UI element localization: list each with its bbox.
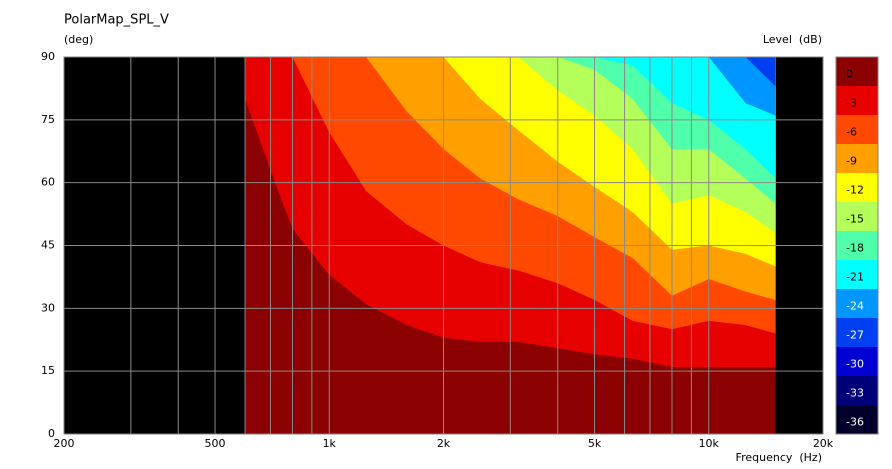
colorbar-swatch — [836, 231, 878, 260]
colorbar-tick-label: 0 — [846, 68, 853, 81]
colorbar-swatch — [836, 57, 878, 86]
x-tick-label: 20k — [813, 437, 834, 450]
colorbar-swatch — [836, 318, 878, 347]
chart-title: PolarMap_SPL_V — [64, 13, 169, 28]
colorbar-swatch — [836, 347, 878, 376]
x-tick-label: 1k — [323, 437, 337, 450]
colorbar-tick-label: -15 — [846, 213, 864, 226]
colorbar-tick-label: -21 — [846, 271, 864, 284]
x-tick-label: 5k — [588, 437, 602, 450]
colorbar-swatch — [836, 260, 878, 289]
colorbar-swatch — [836, 86, 878, 115]
colorbar-tick-label: -27 — [846, 329, 864, 342]
colorbar-tick-label: -6 — [846, 126, 857, 139]
y-tick-label: 15 — [41, 364, 55, 377]
y-tick-label: 30 — [41, 301, 55, 314]
colorbar-tick-label: -12 — [846, 184, 864, 197]
y-tick-label: 0 — [48, 427, 55, 440]
colorbar-swatch — [836, 115, 878, 144]
x-tick-label: 2k — [437, 437, 451, 450]
colorbar-tick-label: -33 — [846, 387, 864, 400]
colorbar-tick-label: -36 — [846, 416, 864, 429]
colorbar-swatch — [836, 173, 878, 202]
colorbar-tick-label: -9 — [846, 155, 857, 168]
colorbar-swatch — [836, 405, 878, 434]
level-region — [245, 57, 776, 204]
colorbar-label: Level (dB) — [763, 33, 822, 46]
colorbar-tick-label: -3 — [846, 97, 857, 110]
y-tick-label: 45 — [41, 239, 55, 252]
x-tick-label: 200 — [54, 437, 75, 450]
colorbar-tick-label: -24 — [846, 300, 864, 313]
y-tick-label: 90 — [41, 50, 55, 63]
colorbar-tick-label: -30 — [846, 358, 864, 371]
colorbar-tick-label: -18 — [846, 242, 864, 255]
colorbar-swatch — [836, 376, 878, 405]
colorbar-frame — [835, 56, 879, 435]
y-tick-label: 75 — [41, 113, 55, 126]
y-axis-label: (deg) — [64, 33, 93, 46]
y-tick-label: 60 — [41, 176, 55, 189]
x-axis-label: Frequency (Hz) — [736, 451, 822, 464]
plot-frame — [63, 56, 824, 435]
x-tick-label: 10k — [699, 437, 720, 450]
level-region — [245, 57, 776, 116]
colorbar-swatch — [836, 144, 878, 173]
x-tick-label: 500 — [205, 437, 226, 450]
colorbar-swatch — [836, 289, 878, 318]
colorbar-swatch — [836, 202, 878, 231]
